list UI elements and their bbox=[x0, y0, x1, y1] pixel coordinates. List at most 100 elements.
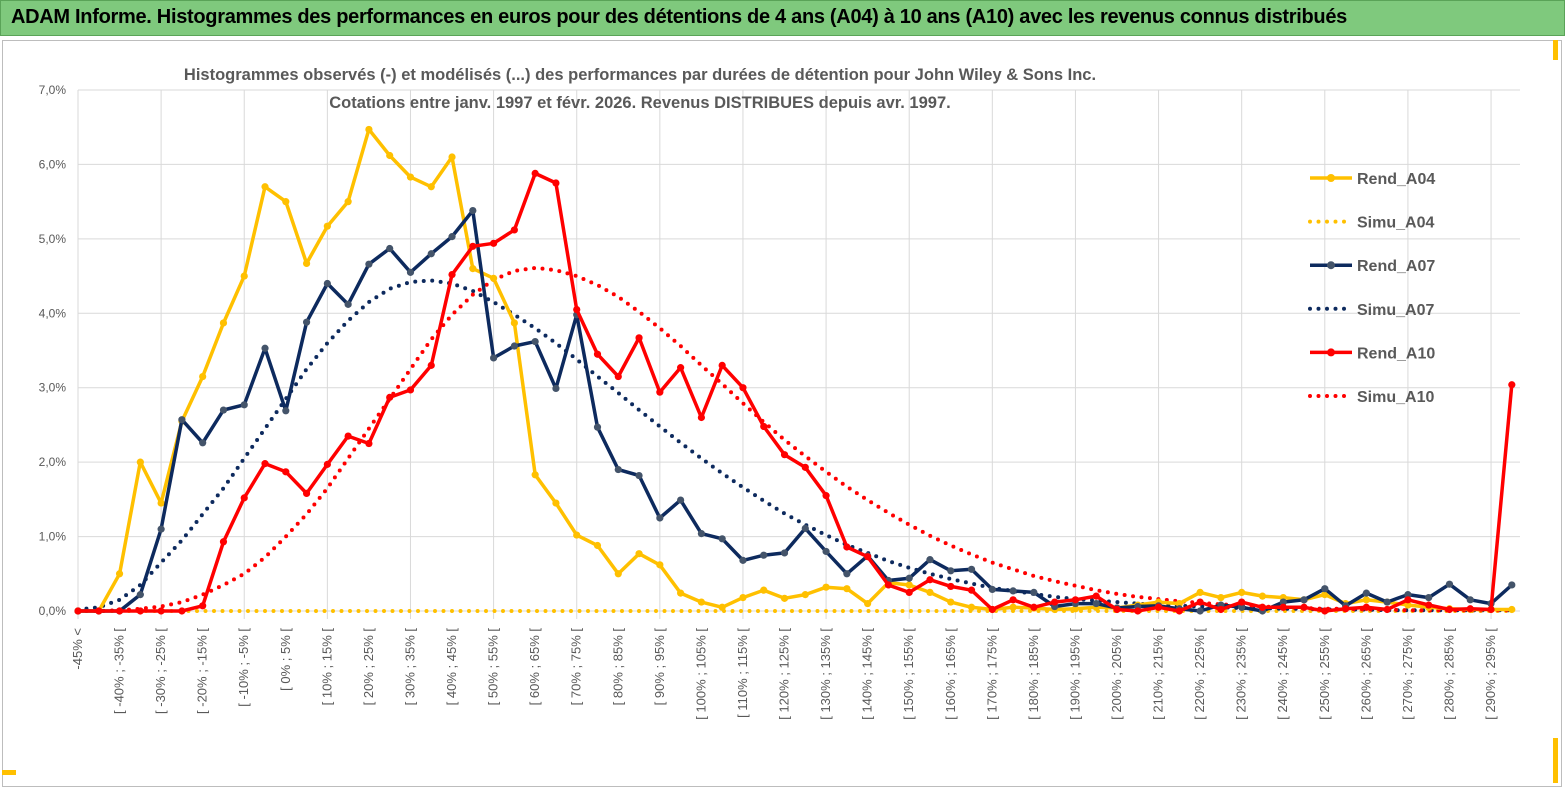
data-point bbox=[843, 585, 851, 593]
x-tick-label: [ 210% ; 215% [ bbox=[1151, 628, 1166, 720]
data-point bbox=[614, 570, 622, 578]
data-point bbox=[614, 465, 622, 474]
x-tick-label: [ 120% ; 125% [ bbox=[777, 628, 792, 720]
data-point bbox=[510, 319, 518, 327]
legend-item-rend-a10: Rend_A10 bbox=[1310, 345, 1435, 362]
x-tick-label: [ 190% ; 195% [ bbox=[1067, 628, 1082, 720]
x-tick-label: [ 140% ; 145% [ bbox=[860, 628, 875, 720]
data-point bbox=[1508, 581, 1516, 589]
data-point bbox=[822, 583, 830, 591]
data-point bbox=[780, 549, 789, 557]
data-point bbox=[967, 603, 976, 611]
legend-item-simu-a07: Simu_A07 bbox=[1308, 302, 1434, 319]
data-point bbox=[1092, 592, 1100, 600]
data-point bbox=[635, 550, 643, 558]
data-point bbox=[780, 451, 789, 459]
series-simu-a10 bbox=[76, 265, 1514, 613]
data-point bbox=[1009, 596, 1017, 604]
data-point bbox=[635, 334, 643, 342]
x-tick-label: [ -20% ; -15% [ bbox=[195, 628, 210, 714]
data-point bbox=[282, 468, 290, 476]
data-point bbox=[490, 274, 498, 282]
legend-label: Rend_A10 bbox=[1357, 345, 1435, 362]
data-point bbox=[199, 372, 207, 381]
data-point bbox=[1071, 605, 1080, 613]
data-point bbox=[448, 270, 456, 279]
data-point bbox=[406, 268, 415, 276]
data-point bbox=[822, 547, 830, 556]
data-point bbox=[136, 607, 144, 615]
data-point bbox=[386, 393, 394, 401]
data-point bbox=[323, 460, 331, 468]
data-point bbox=[406, 173, 415, 181]
data-point bbox=[780, 594, 789, 602]
data-point bbox=[656, 561, 664, 569]
x-axis: -45% < [ -40% ; -35% [[ -30% ; -25% [[ -2… bbox=[70, 628, 1498, 720]
data-point bbox=[552, 384, 560, 393]
data-point bbox=[1362, 603, 1370, 611]
data-point bbox=[531, 169, 539, 177]
x-tick-label: [ 110% ; 115% [ bbox=[735, 628, 750, 718]
grid bbox=[77, 89, 1520, 619]
data-point bbox=[573, 305, 581, 314]
y-tick-label: 7,0% bbox=[39, 83, 67, 97]
data-point bbox=[760, 422, 768, 431]
data-point bbox=[157, 525, 165, 533]
data-point bbox=[947, 567, 955, 575]
x-tick-label: [ 60% ; 65% [ bbox=[527, 628, 542, 706]
data-point bbox=[469, 242, 477, 250]
data-point bbox=[822, 492, 830, 500]
data-point bbox=[739, 384, 747, 392]
data-point bbox=[1300, 596, 1308, 604]
data-point bbox=[219, 538, 228, 546]
data-point bbox=[905, 574, 913, 582]
data-point bbox=[240, 401, 248, 409]
data-point bbox=[199, 439, 207, 447]
y-tick-label: 4,0% bbox=[39, 306, 67, 320]
legend-label: Simu_A04 bbox=[1357, 215, 1434, 232]
data-point bbox=[282, 407, 290, 415]
data-point bbox=[95, 607, 103, 615]
x-tick-label: [ 230% ; 235% [ bbox=[1234, 628, 1249, 720]
data-point bbox=[1321, 585, 1329, 593]
data-point bbox=[1466, 605, 1474, 613]
frame-corner-mark bbox=[2, 770, 16, 775]
x-tick-label: [ 240% ; 245% [ bbox=[1275, 628, 1290, 720]
data-point bbox=[469, 206, 477, 215]
series-rend-a07 bbox=[74, 206, 1516, 615]
data-point bbox=[1487, 605, 1495, 614]
data-point bbox=[1508, 605, 1516, 614]
x-tick-label: [ 260% ; 265% [ bbox=[1358, 628, 1373, 720]
data-point bbox=[386, 244, 394, 253]
x-tick-label: [ 90% ; 95% [ bbox=[652, 628, 667, 706]
x-tick-label: [ 280% ; 285% [ bbox=[1441, 628, 1456, 720]
data-point bbox=[178, 416, 186, 424]
data-point bbox=[988, 585, 996, 594]
x-tick-label: [ 170% ; 175% [ bbox=[984, 628, 999, 720]
data-point bbox=[386, 151, 394, 160]
data-point bbox=[448, 233, 456, 241]
data-point bbox=[718, 603, 726, 611]
data-point bbox=[1238, 603, 1246, 611]
observed-line bbox=[78, 208, 1513, 613]
legend: Rend_A04 Simu_A04 Rend_A07 Simu_A07 Rend_A10… bbox=[1308, 171, 1435, 406]
data-point bbox=[240, 272, 248, 280]
data-point bbox=[926, 576, 934, 584]
x-tick-label: [ 80% ; 85% [ bbox=[610, 628, 625, 706]
data-point bbox=[1341, 605, 1350, 613]
x-tick-label: [ -40% ; -35% [ bbox=[112, 628, 127, 714]
observed-line bbox=[78, 171, 1514, 613]
data-point bbox=[344, 198, 352, 206]
data-point bbox=[1092, 599, 1100, 608]
data-point bbox=[344, 300, 352, 308]
data-point bbox=[490, 239, 498, 247]
data-point bbox=[1154, 603, 1163, 611]
legend-item-rend-a07: Rend_A07 bbox=[1310, 258, 1435, 275]
data-point bbox=[1051, 598, 1059, 606]
data-point bbox=[1279, 603, 1287, 611]
data-point bbox=[552, 499, 560, 507]
data-point bbox=[760, 586, 768, 594]
data-point bbox=[1404, 596, 1412, 604]
data-point bbox=[718, 361, 726, 369]
data-point bbox=[490, 354, 498, 362]
